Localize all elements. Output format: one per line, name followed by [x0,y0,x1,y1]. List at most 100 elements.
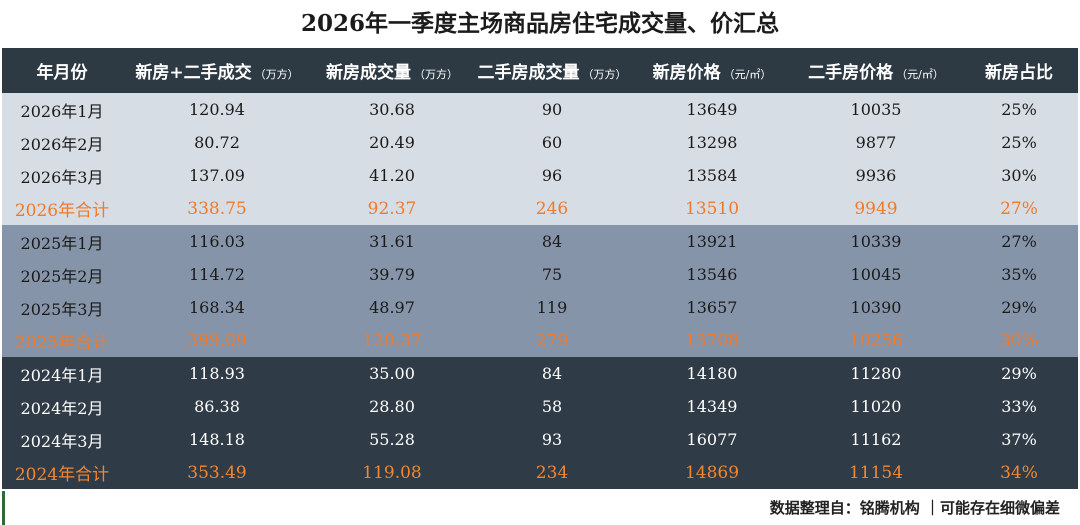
table-row: 2026年2月 80.72 20.49 60 13298 9877 25% [2,126,1078,159]
table-cell: 30% [1001,166,1037,185]
table-cell: 30% [1000,330,1038,351]
summary-table: 年月份 新房+二手成交 （万方） 新房成交量 （万方） 二手房成交量 （万方） 新房价格 （元/… [2,48,1078,489]
table-body: 2026年1月 120.94 30.68 90 13649 10035 25% 2026年2月… [2,93,1078,489]
table-row: 2024年3月 148.18 55.28 93 16077 11162 37% [2,423,1078,456]
table-cell: 80.72 [194,133,240,152]
table-cell: 35.00 [369,364,415,383]
row-period-cell: 2026年1月 [20,101,104,121]
table-cell: 29% [1001,298,1037,317]
table-cell: 148.18 [189,430,245,449]
table-row: 2024年1月 118.93 35.00 84 14180 11280 29% [2,357,1078,390]
table-cell: 9936 [855,166,897,185]
table-cell: 11162 [850,430,902,449]
column-header-label: 新房价格 [652,63,721,83]
table-cell: 338.75 [187,198,247,219]
row-period-cell: 2024年1月 [20,365,104,385]
table-cell: 86.38 [194,397,240,416]
table-cell: 353.49 [187,462,247,483]
table-cell: 41.20 [369,166,415,185]
table-cell: 16077 [686,430,738,449]
table-cell: 96 [541,166,563,185]
page-title: 2026年一季度主场商品房住宅成交量、价汇总 [300,10,779,37]
row-period-cell: 2026年合计 [14,201,110,221]
table-row: 2024年2月 86.38 28.80 58 14349 11020 33% [2,390,1078,423]
table-cell: 234 [535,462,569,483]
table-row: 2025年1月 116.03 31.61 84 13921 10339 27% [2,225,1078,258]
table-cell: 13298 [686,133,738,152]
table-cell: 58 [541,397,563,416]
table-cell: 48.97 [369,298,415,317]
column-header-label: 二手房价格 [808,63,894,83]
table-cell: 30.68 [369,100,415,119]
column-header-label: 新房占比 [985,63,1053,83]
table-cell: 10339 [850,232,902,251]
column-header-unit: （元/㎡） [723,68,772,81]
table-cell: 93 [541,430,563,449]
table-cell: 116.03 [189,232,245,251]
column-header: 新房成交量 （万方） [312,48,472,93]
source-note: 数据整理自：铭腾机构 ｜可能存在细微偏差 [769,499,1060,517]
row-period-cell: 2024年合计 [14,465,110,485]
row-period-cell: 2025年合计 [14,333,110,353]
table-cell: 90 [541,100,563,119]
table-cell: 11020 [850,397,902,416]
column-header-unit: （万方） [254,68,299,81]
table-cell: 84 [541,364,563,383]
table-cell: 168.34 [189,298,245,317]
table-header-row: 年月份 新房+二手成交 （万方） 新房成交量 （万方） 二手房成交量 （万方） 新房价格 （元/… [2,48,1078,93]
table-cell: 25% [1001,133,1037,152]
table-cell: 13546 [686,265,738,284]
table-cell: 29% [1001,364,1037,383]
table-cell: 39.79 [369,265,415,284]
table-row: 2025年3月 168.34 48.97 119 13657 10390 29% [2,291,1078,324]
column-header-unit: （万方） [582,68,627,81]
column-header-label: 新房成交量 [326,63,411,83]
table-cell: 9949 [854,198,898,219]
table-cell: 120.94 [189,100,245,119]
table-cell: 11154 [848,462,904,483]
column-header: 新房价格 （元/㎡） [632,48,792,93]
table-cell: 13657 [686,298,738,317]
table-cell: 119 [536,298,568,317]
table-cell: 28.80 [369,397,415,416]
table-cell: 14180 [686,364,738,383]
column-header: 年月份 [2,48,122,93]
table-cell: 33% [1001,397,1037,416]
table-cell: 246 [535,198,569,219]
table-row: 2025年2月 114.72 39.79 75 13546 10045 35% [2,258,1078,291]
table-total-row: 2025年合计 399.09 120.37 279 13708 10256 30% [2,324,1078,357]
table-cell: 10390 [850,298,902,317]
row-period-cell: 2026年3月 [20,167,104,187]
table-cell: 35% [1001,265,1037,284]
table-cell: 399.09 [187,330,247,351]
table-cell: 119.08 [362,462,422,483]
table-cell: 25% [1001,100,1037,119]
table-cell: 13510 [684,198,740,219]
table-cell: 137.09 [189,166,245,185]
table-cell: 37% [1001,430,1037,449]
table-cell: 14869 [684,462,740,483]
column-header-unit: （元/㎡） [896,68,944,81]
table-cell: 92.37 [367,198,417,219]
table-cell: 27% [1000,198,1038,219]
table-cell: 14349 [686,397,738,416]
column-header-label: 新房+二手成交 [135,63,252,83]
table-cell: 55.28 [369,430,415,449]
row-period-cell: 2026年2月 [20,134,104,154]
table-cell: 10035 [850,100,902,119]
column-header: 新房+二手成交 （万方） [122,48,312,93]
table-cell: 10256 [848,330,904,351]
column-header: 新房占比 [960,48,1078,93]
table-cell: 11280 [850,364,902,383]
table-cell: 75 [541,265,563,284]
column-header-label: 二手房成交量 [477,63,580,83]
column-header: 二手房价格 （元/㎡） [792,48,960,93]
table-cell: 13708 [684,330,740,351]
table-cell: 31.61 [369,232,415,251]
table-cell: 279 [535,330,569,351]
table-row: 2026年3月 137.09 41.20 96 13584 9936 30% [2,159,1078,192]
table-cell: 13649 [686,100,738,119]
table-cell: 120.37 [362,330,422,351]
table-cell: 10045 [850,265,902,284]
row-period-cell: 2025年3月 [20,299,104,319]
